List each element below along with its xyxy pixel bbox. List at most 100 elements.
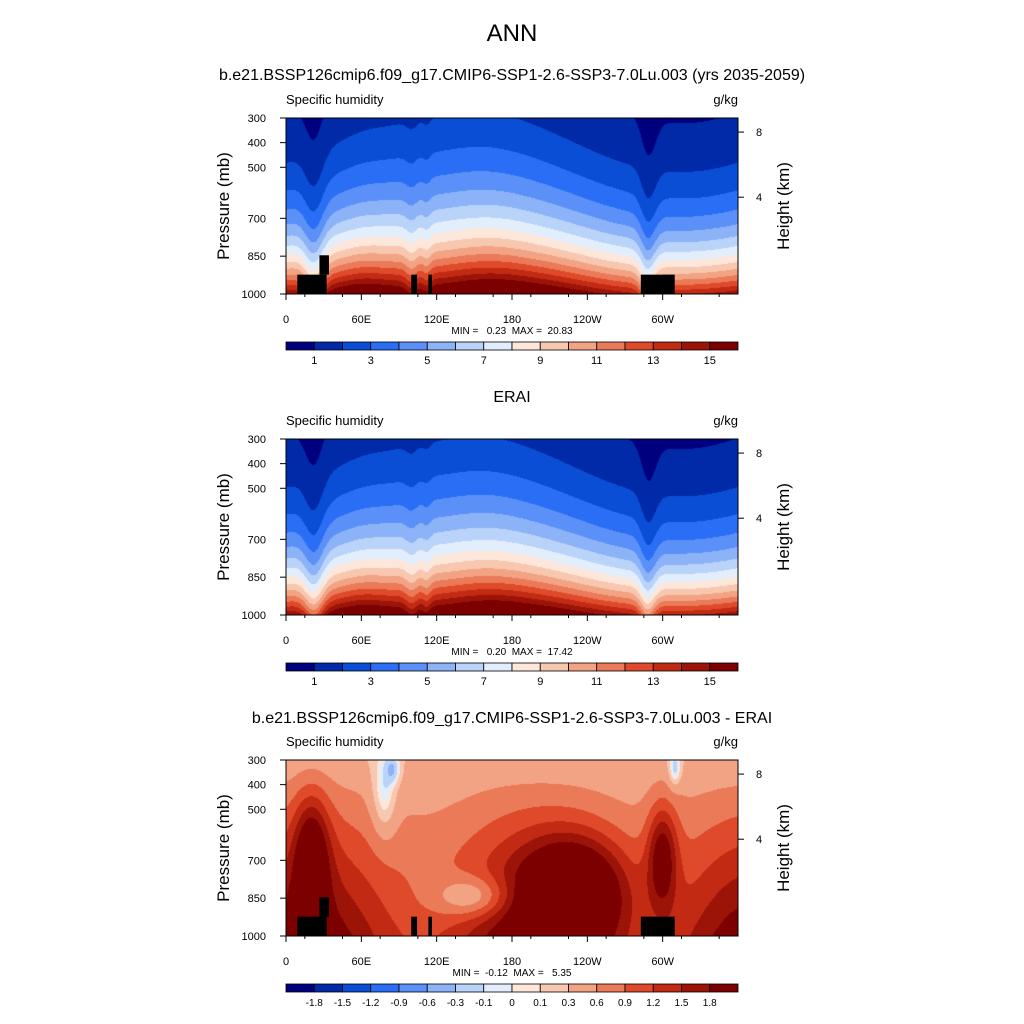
lon-tick-label: 0 <box>283 635 289 647</box>
colorbar-box <box>342 983 372 993</box>
colorbar-box <box>652 662 682 672</box>
variable-label: Specific humidity <box>286 413 384 428</box>
colorbar-label: 5 <box>424 676 430 688</box>
contour-field <box>286 760 738 936</box>
page-title: ANN <box>486 20 538 47</box>
topography-mask <box>319 255 329 275</box>
colorbar-label: -1.8 <box>306 998 324 1009</box>
colorbar-box <box>370 983 400 993</box>
topography-mask <box>297 916 327 936</box>
colorbar-label: 15 <box>704 355 716 367</box>
colorbar-box <box>313 341 343 351</box>
colorbar-label: 1 <box>311 355 317 367</box>
colorbar-box <box>681 341 711 351</box>
pressure-tick-label: 1000 <box>242 289 266 301</box>
height-tick-label: 4 <box>756 192 762 204</box>
min-max-stats: MIN = 0.20 MAX = 17.42 <box>451 647 573 658</box>
colorbar-box <box>624 662 654 672</box>
colorbar-box <box>596 983 626 993</box>
lon-tick-label: 120E <box>424 314 450 326</box>
colorbar-label: 0.3 <box>562 998 576 1009</box>
topography-mask <box>297 274 327 294</box>
colorbar-box <box>426 662 456 672</box>
topography-mask <box>411 274 418 294</box>
pressure-tick-label: 500 <box>248 483 266 495</box>
colorbar-label: 13 <box>647 676 659 688</box>
colorbar-box <box>342 341 372 351</box>
colorbar-label: -1.5 <box>334 998 352 1009</box>
colorbar-box <box>568 341 598 351</box>
lon-tick-label: 180 <box>503 314 521 326</box>
pressure-tick-label: 300 <box>248 113 266 125</box>
topography-mask <box>640 916 675 936</box>
colorbar-label: -1.2 <box>362 998 380 1009</box>
pressure-tick-label: 1000 <box>242 610 266 622</box>
pressure-tick-label: 850 <box>248 251 266 263</box>
colorbar-label: 5 <box>424 355 430 367</box>
colorbar-box <box>285 341 315 351</box>
lon-tick-label: 60W <box>651 635 674 647</box>
topography-mask <box>319 897 329 917</box>
variable-label: Specific humidity <box>286 92 384 107</box>
y2-axis-title: Height (km) <box>774 804 793 892</box>
pressure-tick-label: 500 <box>248 162 266 174</box>
colorbar-box <box>455 341 485 351</box>
colorbar-label: 1.2 <box>646 998 660 1009</box>
panel-title: ERAI <box>493 389 530 406</box>
colorbar-label: 7 <box>481 355 487 367</box>
colorbar-label: 7 <box>481 676 487 688</box>
colorbar-box <box>539 341 569 351</box>
colorbar-label: -0.1 <box>475 998 493 1009</box>
variable-label: Specific humidity <box>286 734 384 749</box>
colorbar-box <box>370 662 400 672</box>
colorbar-box <box>455 662 485 672</box>
pressure-tick-label: 700 <box>248 213 266 225</box>
panel-title: b.e21.BSSP126cmip6.f09_g17.CMIP6-SSP1-2.… <box>252 710 772 727</box>
colorbar-box <box>596 662 626 672</box>
y-axis-title: Pressure (mb) <box>214 152 233 260</box>
colorbar-box <box>313 983 343 993</box>
colorbar-box <box>511 341 541 351</box>
panel-title: b.e21.BSSP126cmip6.f09_g17.CMIP6-SSP1-2.… <box>219 67 805 84</box>
topography-mask <box>428 916 432 936</box>
colorbar-box <box>398 341 428 351</box>
min-max-stats: MIN = -0.12 MAX = 5.35 <box>453 968 572 979</box>
colorbar-label: -0.9 <box>390 998 408 1009</box>
colorbar-box <box>539 662 569 672</box>
y2-axis-title: Height (km) <box>774 162 793 250</box>
lon-tick-label: 120W <box>573 635 602 647</box>
colorbar-label: 9 <box>537 676 543 688</box>
colorbar-box <box>285 662 315 672</box>
lon-tick-label: 180 <box>503 635 521 647</box>
lon-tick-label: 60E <box>352 314 372 326</box>
colorbar-box <box>342 662 372 672</box>
height-tick-label: 4 <box>756 834 762 846</box>
colorbar-box <box>483 341 513 351</box>
pressure-tick-label: 500 <box>248 804 266 816</box>
pressure-tick-label: 400 <box>248 780 266 792</box>
colorbar-box <box>539 983 569 993</box>
colorbar-label: 3 <box>368 355 374 367</box>
colorbar-box <box>709 662 739 672</box>
colorbar-box <box>398 662 428 672</box>
height-tick-label: 8 <box>756 127 762 139</box>
lon-tick-label: 60E <box>352 956 372 968</box>
colorbar-box <box>483 983 513 993</box>
lon-tick-label: 120E <box>424 635 450 647</box>
colorbar-box <box>596 341 626 351</box>
colorbar-label: 11 <box>591 355 602 367</box>
colorbar-box <box>652 341 682 351</box>
colorbar-label: 0.1 <box>533 998 547 1009</box>
pressure-tick-label: 850 <box>248 572 266 584</box>
height-tick-label: 8 <box>756 448 762 460</box>
colorbar-label: -0.6 <box>419 998 437 1009</box>
lon-tick-label: 120E <box>424 956 450 968</box>
pressure-tick-label: 300 <box>248 434 266 446</box>
colorbar-box <box>709 341 739 351</box>
colorbar-box <box>709 983 739 993</box>
colorbar-box <box>285 983 315 993</box>
colorbar-box <box>398 983 428 993</box>
lon-tick-label: 0 <box>283 956 289 968</box>
colorbar-box <box>568 983 598 993</box>
